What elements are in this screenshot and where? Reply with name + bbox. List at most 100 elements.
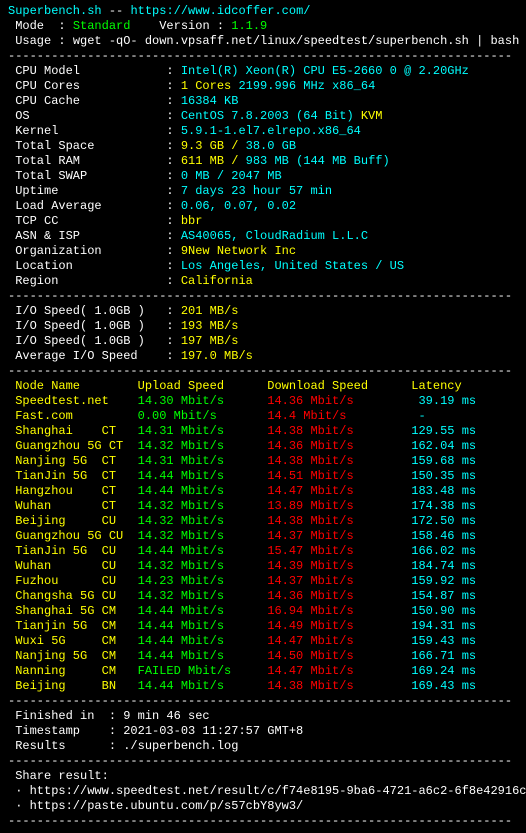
divider: ----------------------------------------…: [8, 364, 512, 378]
script-title: Superbench.sh: [8, 4, 102, 18]
speed-download: 14.38 Mbit/s: [267, 514, 411, 528]
speed-upload: 0.00 Mbit/s: [138, 409, 268, 423]
io-value: 197.0 MB/s: [181, 349, 253, 363]
timestamp-value: 2021-03-03 11:27:57 GMT+8: [123, 724, 303, 738]
spec-label: Total RAM :: [8, 154, 181, 168]
speed-upload: 14.44 Mbit/s: [138, 634, 268, 648]
divider: ----------------------------------------…: [8, 289, 512, 303]
speed-download: 14.38 Mbit/s: [267, 679, 411, 693]
speed-latency: -: [411, 409, 425, 423]
dashes: --: [102, 4, 131, 18]
speed-upload: 14.31 Mbit/s: [138, 454, 268, 468]
spec-value-part: 9.3 GB /: [181, 139, 246, 153]
speed-node: Changsha 5G CU: [8, 589, 138, 603]
speed-upload: 14.23 Mbit/s: [138, 574, 268, 588]
speed-upload: 14.44 Mbit/s: [138, 679, 268, 693]
line: Wuxi 5G CM 14.44 Mbit/s 14.47 Mbit/s 159…: [8, 634, 518, 649]
speed-upload: 14.32 Mbit/s: [138, 514, 268, 528]
speed-latency: 154.87 ms: [411, 589, 476, 603]
line: Hangzhou CT 14.44 Mbit/s 14.47 Mbit/s 18…: [8, 484, 518, 499]
spec-value: 0.06, 0.07, 0.02: [181, 199, 296, 213]
speed-upload: 14.44 Mbit/s: [138, 619, 268, 633]
speed-node: Wuhan CU: [8, 559, 138, 573]
spec-value: AS40065, CloudRadium L.L.C: [181, 229, 368, 243]
share-header: Share result:: [8, 769, 109, 783]
spec-value: 7 days 23 hour 57 min: [181, 184, 332, 198]
line: ASN & ISP : AS40065, CloudRadium L.L.C: [8, 229, 518, 244]
version-value: 1.1.9: [231, 19, 267, 33]
spec-value-part: KVM: [361, 109, 383, 123]
spec-label: Uptime :: [8, 184, 181, 198]
speed-download: 14.39 Mbit/s: [267, 559, 411, 573]
speed-upload: 14.31 Mbit/s: [138, 424, 268, 438]
spec-value: 5.9.1-1.el7.elrepo.x86_64: [181, 124, 361, 138]
speed-node: Nanjing 5G CM: [8, 649, 138, 663]
line: ----------------------------------------…: [8, 754, 518, 769]
line: ----------------------------------------…: [8, 289, 518, 304]
spec-value-part: CentOS 7.8.2003 (64 Bit): [181, 109, 361, 123]
speed-download: 13.89 Mbit/s: [267, 499, 411, 513]
speed-node: TianJin 5G CT: [8, 469, 138, 483]
spec-label: Kernel :: [8, 124, 181, 138]
speed-download: 14.47 Mbit/s: [267, 664, 411, 678]
mode-value: Standard: [73, 19, 131, 33]
speed-upload: 14.44 Mbit/s: [138, 604, 268, 618]
line: Kernel : 5.9.1-1.el7.elrepo.x86_64: [8, 124, 518, 139]
divider: ----------------------------------------…: [8, 49, 512, 63]
line: · https://paste.ubuntu.com/p/s57cbY8yw3/: [8, 799, 518, 814]
spec-value-part: 38.0 GB: [246, 139, 296, 153]
spec-label: Region :: [8, 274, 181, 288]
divider: ----------------------------------------…: [8, 754, 512, 768]
timestamp-label: Timestamp :: [8, 724, 123, 738]
spec-label: Organization :: [8, 244, 181, 258]
line: Timestamp : 2021-03-03 11:27:57 GMT+8: [8, 724, 518, 739]
speed-download: 14.37 Mbit/s: [267, 574, 411, 588]
speed-download: 14.47 Mbit/s: [267, 484, 411, 498]
line: Shanghai 5G CM 14.44 Mbit/s 16.94 Mbit/s…: [8, 604, 518, 619]
speed-upload: 14.32 Mbit/s: [138, 439, 268, 453]
speed-node: Wuxi 5G CM: [8, 634, 138, 648]
share-link: · https://www.speedtest.net/result/c/f74…: [8, 784, 526, 798]
speed-upload: 14.32 Mbit/s: [138, 529, 268, 543]
line: Wuhan CU 14.32 Mbit/s 14.39 Mbit/s 184.7…: [8, 559, 518, 574]
version-label: Version :: [159, 19, 231, 33]
line: I/O Speed( 1.0GB ) : 193 MB/s: [8, 319, 518, 334]
divider: ----------------------------------------…: [8, 814, 512, 828]
speed-upload: 14.32 Mbit/s: [138, 499, 268, 513]
spec-label: Total SWAP :: [8, 169, 181, 183]
speed-node: Beijing BN: [8, 679, 138, 693]
line: ----------------------------------------…: [8, 814, 518, 829]
spec-value-part: 983 MB: [246, 154, 296, 168]
line: Total SWAP : 0 MB / 2047 MB: [8, 169, 518, 184]
speed-download: 15.47 Mbit/s: [267, 544, 411, 558]
share-link: · https://paste.ubuntu.com/p/s57cbY8yw3/: [8, 799, 303, 813]
spec-label: CPU Cores :: [8, 79, 181, 93]
speed-latency: 158.46 ms: [411, 529, 476, 543]
line: Load Average : 0.06, 0.07, 0.02: [8, 199, 518, 214]
speed-upload: FAILED Mbit/s: [138, 664, 268, 678]
spec-value: Intel(R) Xeon(R) CPU E5-2660 0 @ 2.20GHz: [181, 64, 469, 78]
line: Usage : wget -qO- down.vpsaff.net/linux/…: [8, 34, 518, 49]
speed-download: 14.38 Mbit/s: [267, 454, 411, 468]
line: Tianjin 5G CM 14.44 Mbit/s 14.49 Mbit/s …: [8, 619, 518, 634]
io-value: 193 MB/s: [181, 319, 239, 333]
speed-node: Hangzhou CT: [8, 484, 138, 498]
speed-download: 14.38 Mbit/s: [267, 424, 411, 438]
line: Total RAM : 611 MB / 983 MB (144 MB Buff…: [8, 154, 518, 169]
io-label: I/O Speed( 1.0GB ) :: [8, 334, 181, 348]
speed-download: 16.94 Mbit/s: [267, 604, 411, 618]
spec-label: Load Average :: [8, 199, 181, 213]
spec-label: TCP CC :: [8, 214, 181, 228]
speed-node: Speedtest.net: [8, 394, 138, 408]
speed-node: Shanghai 5G CM: [8, 604, 138, 618]
line: I/O Speed( 1.0GB ) : 197 MB/s: [8, 334, 518, 349]
line: Shanghai CT 14.31 Mbit/s 14.38 Mbit/s 12…: [8, 424, 518, 439]
spec-value: Los Angeles, United States / US: [181, 259, 404, 273]
spec-value: 0 MB / 2047 MB: [181, 169, 282, 183]
finished-value: 9 min 46 sec: [123, 709, 209, 723]
line: CPU Model : Intel(R) Xeon(R) CPU E5-2660…: [8, 64, 518, 79]
spec-value: 9New Network Inc: [181, 244, 296, 258]
line: Average I/O Speed : 197.0 MB/s: [8, 349, 518, 364]
speed-latency: 169.43 ms: [411, 679, 476, 693]
terminal-output: Superbench.sh -- https://www.idcoffer.co…: [0, 0, 526, 833]
